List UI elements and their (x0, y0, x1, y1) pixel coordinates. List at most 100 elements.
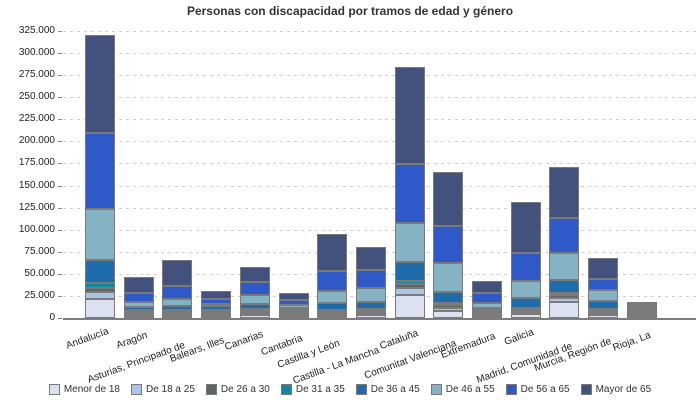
bar-segment-De 31 a 35[interactable] (395, 281, 425, 284)
bar-segment-De 46 a 55[interactable] (588, 290, 618, 302)
bar-segment-Mayor de 65[interactable] (549, 167, 579, 218)
bar-segment-Menor de 18[interactable] (627, 316, 657, 318)
bar-segment-De 26 a 30[interactable] (433, 305, 463, 308)
bar-segment-Mayor de 65[interactable] (433, 172, 463, 226)
legend-item-De 36 a 45[interactable]: De 36 a 45 (355, 384, 420, 395)
bar-segment-De 36 a 45[interactable] (317, 303, 347, 310)
bar-segment-De 56 a 65[interactable] (279, 299, 309, 306)
legend-item-Mayor de 65[interactable]: Mayor de 65 (580, 384, 651, 395)
bar-segment-De 56 a 65[interactable] (395, 164, 425, 223)
bar-segment-De 36 a 45[interactable] (240, 304, 270, 310)
bar-segment-De 36 a 45[interactable] (433, 292, 463, 303)
bar-segment-De 31 a 35[interactable] (201, 310, 231, 312)
bar-segment-De 46 a 55[interactable] (511, 280, 541, 299)
bar-segment-Mayor de 65[interactable] (201, 291, 231, 299)
bar-segment-De 26 a 30[interactable] (549, 295, 579, 298)
bar-segment-De 46 a 55[interactable] (433, 263, 463, 292)
legend-item-Menor de 18[interactable]: Menor de 18 (48, 384, 120, 395)
bar-segment-De 18 a 25[interactable] (511, 312, 541, 315)
bar-segment-Menor de 18[interactable] (162, 316, 192, 318)
bar-segment-De 46 a 55[interactable] (395, 223, 425, 262)
bar-segment-De 56 a 65[interactable] (317, 270, 347, 292)
bar-segment-De 56 a 65[interactable] (356, 269, 386, 289)
legend-item-De 31 a 35[interactable]: De 31 a 35 (280, 384, 345, 395)
bar-segment-Mayor de 65[interactable] (124, 277, 154, 294)
bar-segment-Mayor de 65[interactable] (627, 302, 657, 304)
bar-segment-De 26 a 30[interactable] (395, 284, 425, 288)
bar-segment-De 31 a 35[interactable] (511, 308, 541, 311)
bar-segment-De 31 a 35[interactable] (588, 309, 618, 312)
bar-segment-Menor de 18[interactable] (588, 315, 618, 318)
bar-segment-Menor de 18[interactable] (549, 302, 579, 318)
bar-segment-De 36 a 45[interactable] (201, 306, 231, 310)
bar-segment-Menor de 18[interactable] (279, 316, 309, 318)
bar-segment-Menor de 18[interactable] (433, 311, 463, 318)
bar-segment-Mayor de 65[interactable] (240, 266, 270, 283)
bar-segment-De 36 a 45[interactable] (162, 306, 192, 310)
bar-segment-De 18 a 25[interactable] (472, 314, 502, 316)
bar-segment-De 26 a 30[interactable] (201, 312, 231, 314)
bar-segment-Mayor de 65[interactable] (317, 234, 347, 271)
bar-segment-De 56 a 65[interactable] (124, 293, 154, 302)
legend-item-De 26 a 30[interactable]: De 26 a 30 (205, 384, 270, 395)
legend-item-De 56 a 65[interactable]: De 56 a 65 (505, 384, 570, 395)
bar-segment-De 18 a 25[interactable] (85, 292, 115, 299)
bar-segment-De 31 a 35[interactable] (162, 310, 192, 312)
bar-segment-De 18 a 25[interactable] (588, 313, 618, 316)
bar-segment-De 56 a 65[interactable] (627, 304, 657, 306)
bar-segment-De 46 a 55[interactable] (85, 209, 115, 260)
bar-segment-De 36 a 45[interactable] (472, 308, 502, 310)
bar-segment-De 26 a 30[interactable] (124, 312, 154, 314)
bar-segment-Mayor de 65[interactable] (511, 202, 541, 254)
bar-segment-De 36 a 45[interactable] (627, 308, 657, 310)
bar-segment-De 26 a 30[interactable] (162, 312, 192, 314)
bar-segment-De 46 a 55[interactable] (201, 303, 231, 307)
bar-segment-De 18 a 25[interactable] (124, 314, 154, 316)
bar-segment-De 46 a 55[interactable] (317, 291, 347, 304)
bar-segment-De 56 a 65[interactable] (511, 253, 541, 281)
bar-segment-De 31 a 35[interactable] (356, 309, 386, 312)
bar-segment-De 26 a 30[interactable] (240, 311, 270, 314)
bar-segment-Mayor de 65[interactable] (395, 67, 425, 164)
bar-segment-Menor de 18[interactable] (317, 316, 347, 318)
bar-segment-De 31 a 35[interactable] (433, 303, 463, 305)
bar-segment-De 31 a 35[interactable] (279, 310, 309, 312)
legend-item-De 18 a 25[interactable]: De 18 a 25 (130, 384, 195, 395)
bar-segment-De 36 a 45[interactable] (511, 298, 541, 309)
bar-segment-De 46 a 55[interactable] (162, 299, 192, 307)
bar-segment-Menor de 18[interactable] (511, 314, 541, 318)
bar-segment-De 31 a 35[interactable] (124, 310, 154, 312)
bar-segment-De 26 a 30[interactable] (356, 311, 386, 314)
bar-segment-De 26 a 30[interactable] (85, 288, 115, 292)
bar-segment-De 18 a 25[interactable] (240, 313, 270, 316)
bar-segment-Mayor de 65[interactable] (356, 247, 386, 270)
bar-segment-De 26 a 30[interactable] (317, 312, 347, 314)
bar-segment-Menor de 18[interactable] (201, 316, 231, 318)
bar-segment-De 26 a 30[interactable] (588, 311, 618, 314)
bar-segment-De 26 a 30[interactable] (279, 312, 309, 314)
bar-segment-De 18 a 25[interactable] (433, 308, 463, 311)
bar-segment-Menor de 18[interactable] (356, 315, 386, 318)
bar-segment-De 36 a 45[interactable] (356, 302, 386, 310)
bar-segment-De 18 a 25[interactable] (201, 314, 231, 316)
bar-segment-De 18 a 25[interactable] (395, 288, 425, 295)
bar-segment-Mayor de 65[interactable] (85, 35, 115, 133)
bar-segment-De 31 a 35[interactable] (549, 293, 579, 295)
bar-segment-De 18 a 25[interactable] (627, 314, 657, 316)
bar-segment-De 36 a 45[interactable] (85, 260, 115, 283)
bar-segment-De 31 a 35[interactable] (627, 310, 657, 312)
bar-segment-Menor de 18[interactable] (395, 295, 425, 318)
bar-segment-De 56 a 65[interactable] (588, 278, 618, 291)
bar-segment-De 56 a 65[interactable] (433, 226, 463, 263)
bar-segment-Mayor de 65[interactable] (472, 281, 502, 294)
bar-segment-Mayor de 65[interactable] (162, 260, 192, 287)
bar-segment-De 56 a 65[interactable] (85, 133, 115, 209)
bar-segment-Menor de 18[interactable] (240, 315, 270, 318)
bar-segment-De 18 a 25[interactable] (356, 313, 386, 316)
bar-segment-Menor de 18[interactable] (472, 316, 502, 318)
bar-segment-De 36 a 45[interactable] (124, 307, 154, 310)
bar-segment-De 18 a 25[interactable] (162, 314, 192, 316)
bar-segment-De 46 a 55[interactable] (356, 288, 386, 303)
bar-segment-De 36 a 45[interactable] (549, 280, 579, 293)
bar-segment-De 46 a 55[interactable] (549, 253, 579, 280)
